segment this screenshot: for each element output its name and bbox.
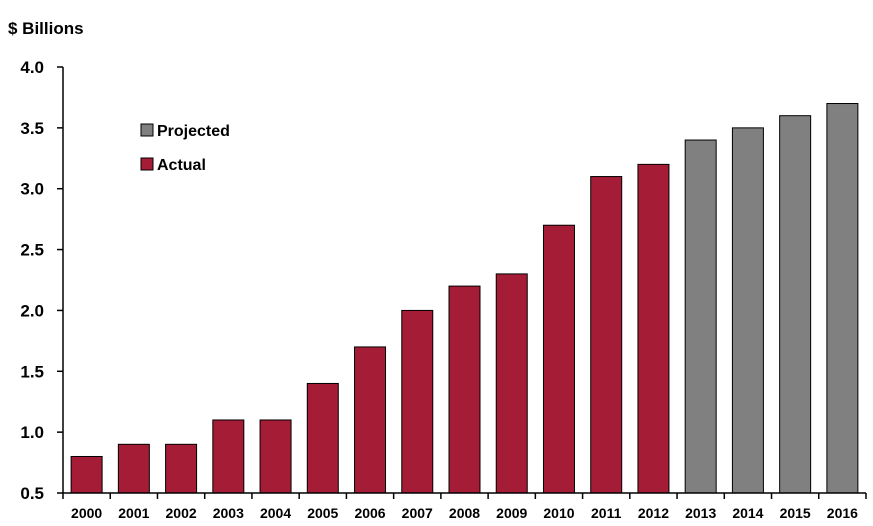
x-tick-label-2014: 2014: [732, 505, 763, 521]
y-tick-label-3.0: 3.0: [20, 180, 44, 199]
bar-2012: [637, 163, 670, 494]
bar-2016: [826, 103, 859, 494]
x-tick-label-2006: 2006: [354, 505, 385, 521]
x-tick-label-2012: 2012: [638, 505, 669, 521]
legend-swatch-projected: [140, 123, 154, 137]
x-tick-label-2005: 2005: [307, 505, 338, 521]
x-tick-label-2008: 2008: [449, 505, 480, 521]
bar-2007: [401, 309, 434, 494]
axes-group: [62, 67, 866, 494]
bar-2004: [259, 419, 292, 494]
bar-2000: [70, 455, 103, 494]
x-tick-label-2009: 2009: [496, 505, 527, 521]
bar-2010: [542, 224, 575, 494]
legend-swatch-actual: [140, 157, 154, 171]
bar-2003: [212, 419, 245, 494]
y-ticks-group: 0.5 1.0 1.5 2.0 2.5 3.0 3.5 4.0: [20, 58, 63, 503]
bar-2009: [495, 273, 528, 494]
x-tick-label-2004: 2004: [260, 505, 291, 521]
legend-label-projected: Projected: [157, 123, 230, 140]
y-tick-label-4.0: 4.0: [20, 58, 44, 77]
bar-2001: [117, 443, 150, 494]
bar-2008: [448, 285, 481, 494]
x-tick-label-2015: 2015: [780, 505, 811, 521]
y-tick-label-2.0: 2.0: [20, 301, 44, 320]
legend: Projected Actual: [140, 123, 230, 174]
y-tick-label-3.5: 3.5: [20, 119, 44, 138]
x-tick-label-2003: 2003: [213, 505, 244, 521]
x-tick-label-2011: 2011: [591, 505, 622, 521]
x-tick-label-2010: 2010: [543, 505, 574, 521]
y-tick-label-1.5: 1.5: [20, 362, 44, 381]
x-tick-label-2016: 2016: [827, 505, 858, 521]
y-tick-label-2.5: 2.5: [20, 241, 44, 260]
x-tick-label-2001: 2001: [118, 505, 149, 521]
bar-2006: [354, 346, 387, 494]
bar-2014: [731, 127, 764, 494]
bars-group: [70, 103, 859, 494]
bar-2011: [590, 176, 623, 494]
bar-2005: [306, 382, 339, 494]
bar-2015: [779, 115, 812, 494]
legend-label-actual: Actual: [157, 157, 206, 174]
y-tick-label-1.0: 1.0: [20, 423, 44, 442]
x-tick-label-2007: 2007: [402, 505, 433, 521]
bar-2013: [684, 139, 717, 494]
x-tick-label-2002: 2002: [166, 505, 197, 521]
y-axis-label: $ Billions: [8, 19, 84, 38]
bar-2002: [165, 443, 198, 494]
x-tick-label-2013: 2013: [685, 505, 716, 521]
x-ticks-group: 2000 2001 2002 2003 2004 2005 2006 2007 2008 2009…: [62, 493, 867, 521]
x-tick-label-2000: 2000: [71, 505, 102, 521]
y-tick-label-0.5: 0.5: [20, 484, 44, 503]
